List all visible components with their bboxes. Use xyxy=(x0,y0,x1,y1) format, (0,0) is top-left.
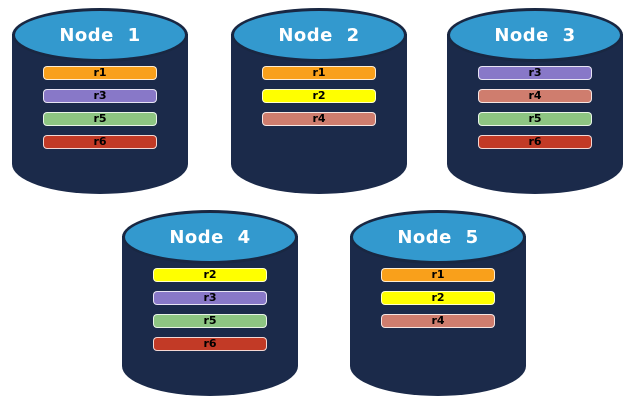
db-node-4: Node 4 r2 r3 r5 r6 xyxy=(122,210,298,396)
replica-bar-r4: r4 xyxy=(262,112,376,126)
replica-bar-r2: r2 xyxy=(153,268,267,282)
replica-bar-r3: r3 xyxy=(43,89,157,103)
replica-list: r1 r3 r5 r6 xyxy=(43,66,157,149)
replica-list: r1 r2 r4 xyxy=(381,268,495,328)
cylinder-top: Node 5 xyxy=(350,210,526,264)
replica-bar-r3: r3 xyxy=(478,66,592,80)
node-label: Node 5 xyxy=(397,226,479,248)
replica-bar-r1: r1 xyxy=(43,66,157,80)
replica-bar-r5: r5 xyxy=(478,112,592,126)
replica-list: r2 r3 r5 r6 xyxy=(153,268,267,351)
replica-bar-r1: r1 xyxy=(381,268,495,282)
replica-bar-r4: r4 xyxy=(381,314,495,328)
db-node-1: Node 1 r1 r3 r5 r6 xyxy=(12,8,188,194)
replica-bar-r5: r5 xyxy=(43,112,157,126)
db-node-5: Node 5 r1 r2 r4 xyxy=(350,210,526,396)
replica-bar-r6: r6 xyxy=(478,135,592,149)
replica-bar-r2: r2 xyxy=(381,291,495,305)
replica-bar-r4: r4 xyxy=(478,89,592,103)
node-label: Node 1 xyxy=(59,24,141,46)
replica-bar-r1: r1 xyxy=(262,66,376,80)
db-node-3: Node 3 r3 r4 r5 r6 xyxy=(447,8,623,194)
replica-bar-r2: r2 xyxy=(262,89,376,103)
cylinder-top: Node 4 xyxy=(122,210,298,264)
node-label: Node 4 xyxy=(169,226,251,248)
replica-list: r1 r2 r4 xyxy=(262,66,376,126)
replica-bar-r6: r6 xyxy=(43,135,157,149)
cylinder-top: Node 3 xyxy=(447,8,623,62)
db-node-2: Node 2 r1 r2 r4 xyxy=(231,8,407,194)
node-label: Node 2 xyxy=(278,24,360,46)
cylinder-top: Node 2 xyxy=(231,8,407,62)
replica-bar-r6: r6 xyxy=(153,337,267,351)
replica-list: r3 r4 r5 r6 xyxy=(478,66,592,149)
replica-bar-r5: r5 xyxy=(153,314,267,328)
node-label: Node 3 xyxy=(494,24,576,46)
cylinder-top: Node 1 xyxy=(12,8,188,62)
replica-bar-r3: r3 xyxy=(153,291,267,305)
